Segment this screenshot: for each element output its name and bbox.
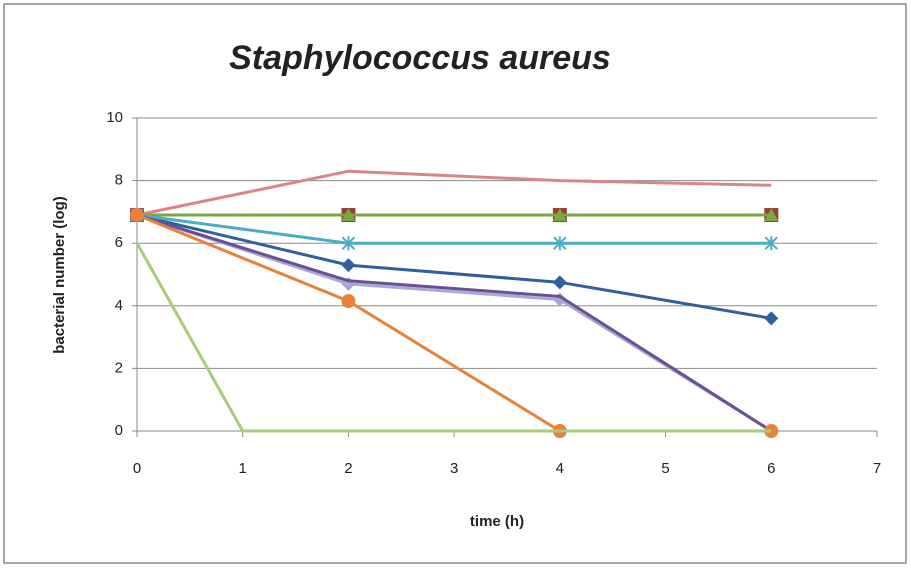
y-axis-label: bacterial number (log) bbox=[51, 196, 68, 354]
series-line bbox=[136, 213, 772, 245]
x-tick-label: 5 bbox=[661, 460, 669, 477]
chart-title: Staphylococcus aureus bbox=[229, 39, 611, 77]
x-tick-label: 0 bbox=[133, 460, 141, 477]
x-tick-label: 3 bbox=[450, 460, 458, 477]
marker bbox=[553, 236, 567, 251]
y-tick-label: 10 bbox=[106, 109, 123, 126]
x-tick-label: 1 bbox=[239, 460, 247, 477]
marker bbox=[130, 208, 144, 223]
marker bbox=[764, 311, 779, 326]
series-line bbox=[136, 169, 772, 217]
x-axis-label: time (h) bbox=[470, 513, 524, 530]
y-tick-label: 4 bbox=[115, 297, 123, 314]
series-line bbox=[136, 213, 772, 320]
marker bbox=[552, 208, 567, 222]
x-tick-label: 2 bbox=[344, 460, 352, 477]
marker bbox=[341, 236, 356, 251]
marker bbox=[552, 275, 567, 290]
y-tick-label: 6 bbox=[115, 234, 123, 251]
y-tick-label: 0 bbox=[115, 422, 123, 439]
marker bbox=[341, 258, 356, 273]
y-tick-label: 8 bbox=[115, 172, 123, 189]
marker bbox=[341, 208, 356, 222]
marker bbox=[764, 236, 778, 251]
x-tick-label: 6 bbox=[767, 460, 775, 477]
x-tick-label: 7 bbox=[873, 460, 881, 477]
marker bbox=[764, 208, 779, 222]
series-line bbox=[135, 242, 772, 433]
marker bbox=[341, 294, 356, 309]
series-line bbox=[136, 213, 773, 433]
chart-border bbox=[3, 3, 907, 564]
y-tick-label: 2 bbox=[115, 359, 123, 376]
x-tick-label: 4 bbox=[556, 460, 564, 477]
